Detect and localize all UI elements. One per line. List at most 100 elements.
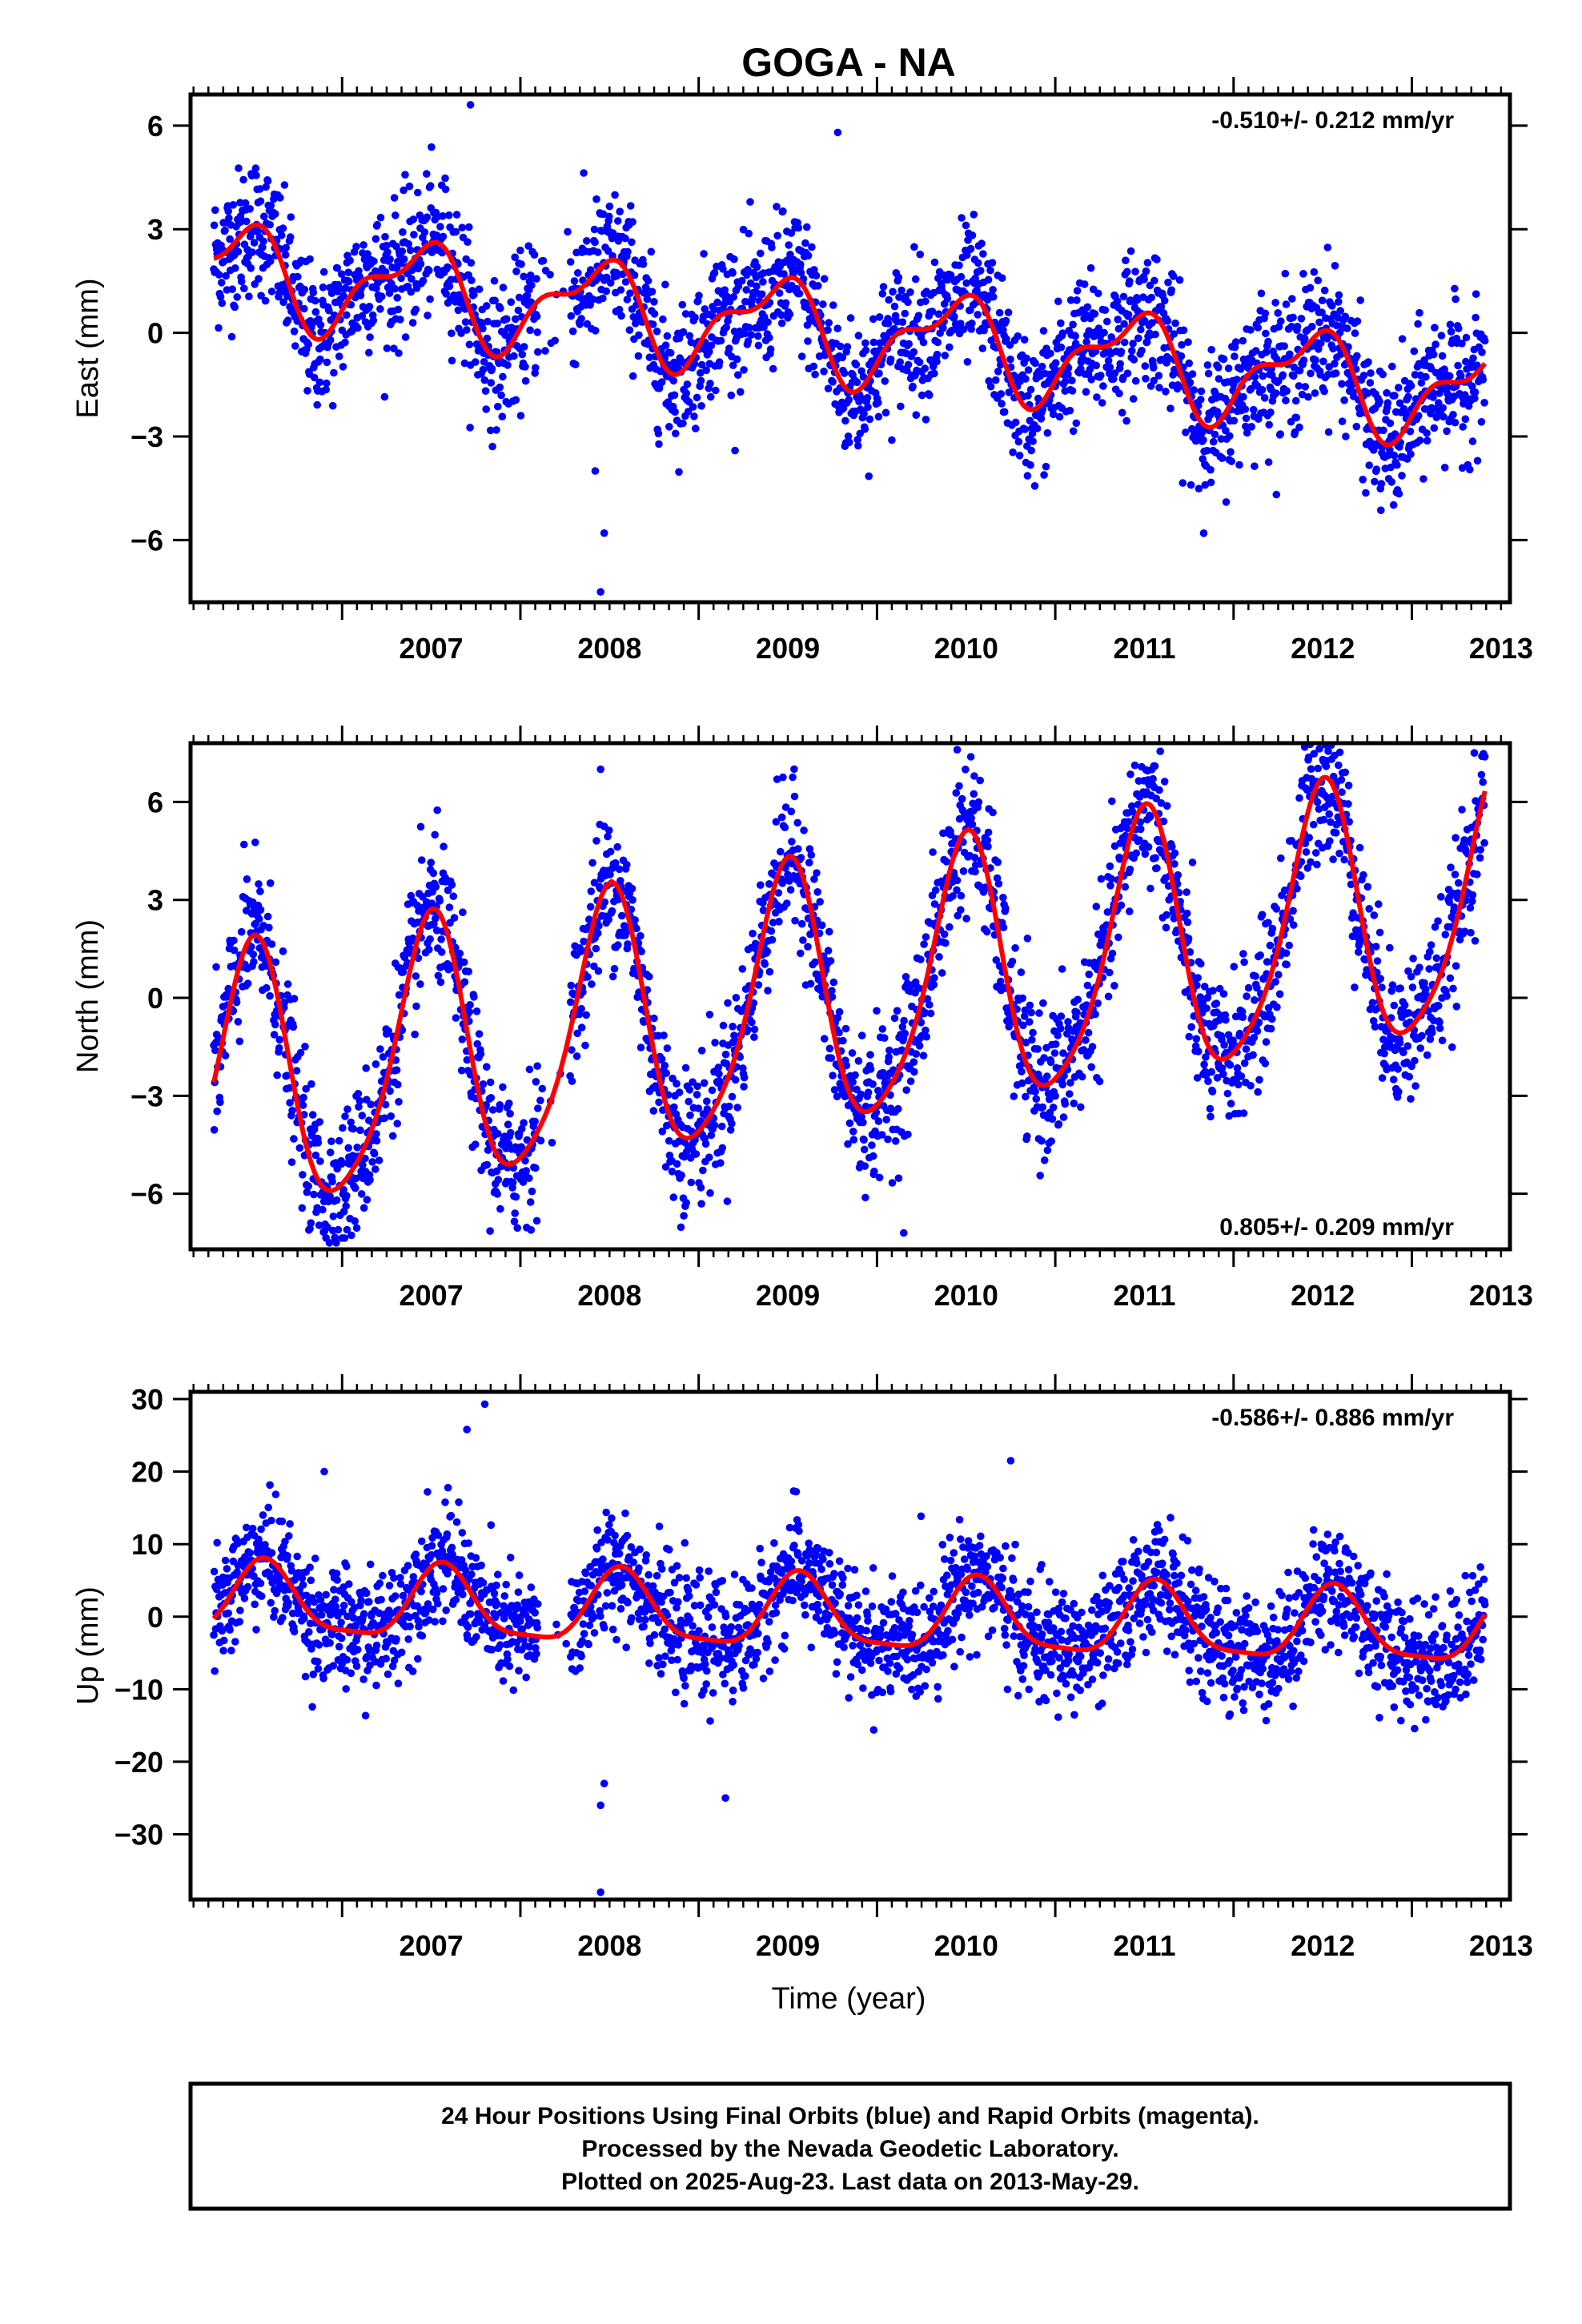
data-point (958, 214, 966, 222)
data-point (210, 1126, 219, 1134)
data-point (399, 228, 407, 236)
data-point (479, 365, 488, 374)
data-point (1026, 1018, 1034, 1026)
data-point (715, 1070, 723, 1078)
data-point (458, 223, 467, 232)
data-point (1122, 256, 1130, 265)
data-point (1299, 356, 1308, 364)
data-point (1281, 269, 1290, 278)
data-point (488, 442, 496, 451)
data-point (270, 1031, 279, 1039)
data-point (926, 1009, 935, 1018)
data-point (520, 1119, 528, 1127)
data-point (1231, 352, 1239, 360)
data-point (1251, 372, 1259, 381)
data-point (1097, 372, 1105, 380)
data-point (1268, 924, 1277, 933)
data-point (353, 1144, 362, 1152)
data-point (1021, 425, 1030, 433)
data-point (340, 1234, 349, 1242)
data-point (1051, 1092, 1059, 1100)
data-point (824, 947, 833, 955)
data-point (712, 386, 720, 395)
data-point (306, 255, 314, 263)
data-point (1057, 343, 1066, 352)
data-point (355, 1103, 363, 1111)
data-point (465, 340, 474, 349)
data-point (319, 267, 328, 276)
data-point (891, 1137, 900, 1145)
data-point (777, 319, 786, 328)
data-point (359, 1160, 367, 1169)
data-point (504, 1120, 512, 1128)
data-point (370, 257, 378, 266)
data-point (1220, 1041, 1228, 1049)
data-point (1277, 317, 1285, 325)
data-point (1050, 1049, 1059, 1057)
data-point (1477, 418, 1486, 426)
data-point (1266, 941, 1275, 950)
data-point (1017, 968, 1026, 976)
data-point (864, 403, 872, 412)
data-point (1143, 259, 1152, 267)
data-point (853, 378, 861, 387)
data-point (512, 315, 520, 324)
data-point (962, 915, 970, 923)
data-point (1078, 1072, 1086, 1081)
data-point (1291, 428, 1299, 436)
data-point (1242, 414, 1251, 423)
data-point (1168, 842, 1176, 850)
data-point (805, 858, 813, 866)
data-point (475, 1030, 484, 1038)
data-point (922, 1032, 930, 1041)
data-point (909, 348, 918, 356)
data-point (1054, 1031, 1062, 1039)
data-point (1480, 336, 1489, 345)
data-point (271, 1020, 279, 1029)
data-point (729, 1023, 737, 1031)
data-point (773, 231, 781, 240)
data-point (654, 429, 663, 438)
data-point (1302, 848, 1311, 856)
data-point (677, 1171, 685, 1180)
data-point (1029, 1028, 1037, 1037)
data-point (1379, 370, 1387, 379)
data-point (1129, 340, 1137, 348)
data-point (968, 231, 977, 239)
data-point (472, 358, 480, 366)
data-point (1057, 1012, 1066, 1020)
fit-curve (212, 222, 1488, 448)
data-point (487, 1094, 496, 1102)
data-point (942, 939, 950, 947)
data-point (1110, 369, 1119, 377)
data-point (630, 271, 639, 279)
data-point (1383, 388, 1391, 397)
data-point (977, 267, 985, 275)
data-point (285, 1084, 294, 1092)
data-point (1073, 296, 1081, 304)
data-point (1047, 1137, 1055, 1145)
data-point (1224, 364, 1233, 372)
data-point (456, 949, 464, 958)
data-point (645, 353, 654, 362)
data-point (255, 275, 263, 283)
data-point (1314, 764, 1322, 773)
data-point (292, 1067, 301, 1075)
data-point (717, 1159, 725, 1167)
data-point (940, 930, 949, 939)
data-point (793, 818, 801, 827)
data-point (1190, 386, 1199, 394)
data-point (839, 1036, 847, 1045)
data-point (381, 1100, 390, 1109)
data-point (586, 301, 594, 309)
data-point (316, 321, 325, 329)
data-point (512, 1192, 520, 1201)
data-point (835, 1007, 844, 1016)
data-point (1283, 960, 1291, 969)
data-point (1323, 243, 1332, 251)
data-point (1250, 1033, 1259, 1042)
data-point (498, 412, 507, 420)
data-point (475, 285, 484, 294)
data-point (800, 826, 808, 834)
data-point (426, 935, 434, 943)
